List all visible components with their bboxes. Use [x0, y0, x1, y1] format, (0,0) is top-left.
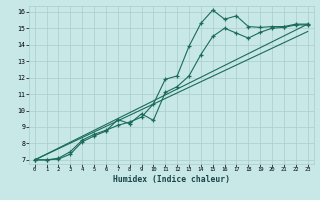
X-axis label: Humidex (Indice chaleur): Humidex (Indice chaleur): [113, 175, 230, 184]
